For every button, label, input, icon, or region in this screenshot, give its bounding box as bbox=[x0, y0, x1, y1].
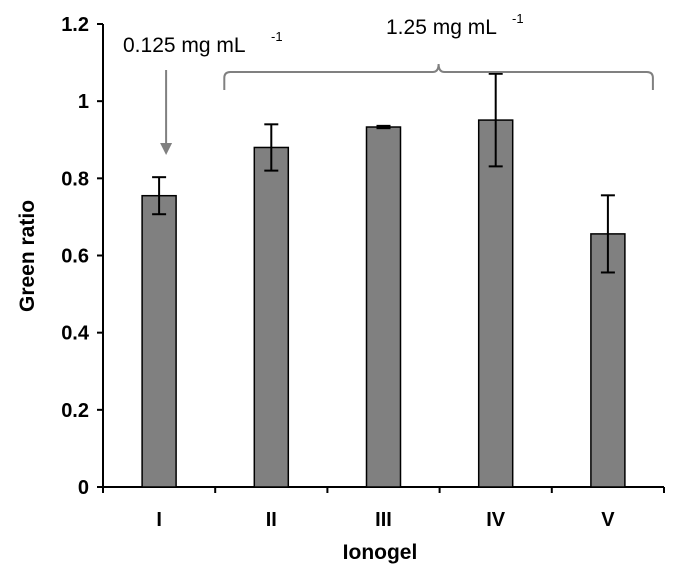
annotation-label: 0.125 mg mL bbox=[123, 34, 246, 57]
x-axis-title: Ionogel bbox=[343, 541, 418, 564]
annotations: 0.125 mg mL -1 1.25 mg mL -1 bbox=[123, 11, 654, 155]
y-tick-label: 1.2 bbox=[61, 14, 89, 36]
bar-IV bbox=[477, 119, 514, 488]
y-tick-label: 0.4 bbox=[61, 323, 90, 345]
y-tick-label: 0.2 bbox=[61, 400, 89, 422]
x-tick-label: V bbox=[601, 509, 615, 531]
bar-II bbox=[253, 146, 290, 488]
annotation-superscript: -1 bbox=[271, 29, 283, 44]
x-tick-label: I bbox=[156, 509, 162, 531]
y-tick-label: 1 bbox=[78, 91, 89, 113]
y-tick-label: 0 bbox=[78, 477, 89, 499]
y-axis-title: Green ratio bbox=[16, 200, 39, 312]
annotation-arrow-head bbox=[160, 143, 173, 155]
bar-I bbox=[141, 194, 177, 488]
annotation-label: 1.25 mg mL bbox=[386, 16, 497, 39]
y-tick-label: 0.6 bbox=[61, 246, 89, 268]
annotation-brace bbox=[223, 63, 654, 90]
y-axis-ticks: 0 0.2 0.4 0.6 0.8 1 1.2 bbox=[61, 14, 103, 499]
x-tick-label: III bbox=[375, 509, 392, 531]
annotation-superscript: -1 bbox=[512, 11, 524, 26]
bar-III bbox=[365, 126, 402, 488]
bars bbox=[141, 119, 626, 488]
y-tick-label: 0.8 bbox=[61, 168, 89, 190]
x-axis-ticks: I II III IV V bbox=[102, 487, 665, 531]
error-bars bbox=[152, 72, 615, 274]
x-tick-label: IV bbox=[486, 509, 506, 531]
bar-V bbox=[590, 233, 626, 488]
x-tick-label: II bbox=[266, 509, 277, 531]
